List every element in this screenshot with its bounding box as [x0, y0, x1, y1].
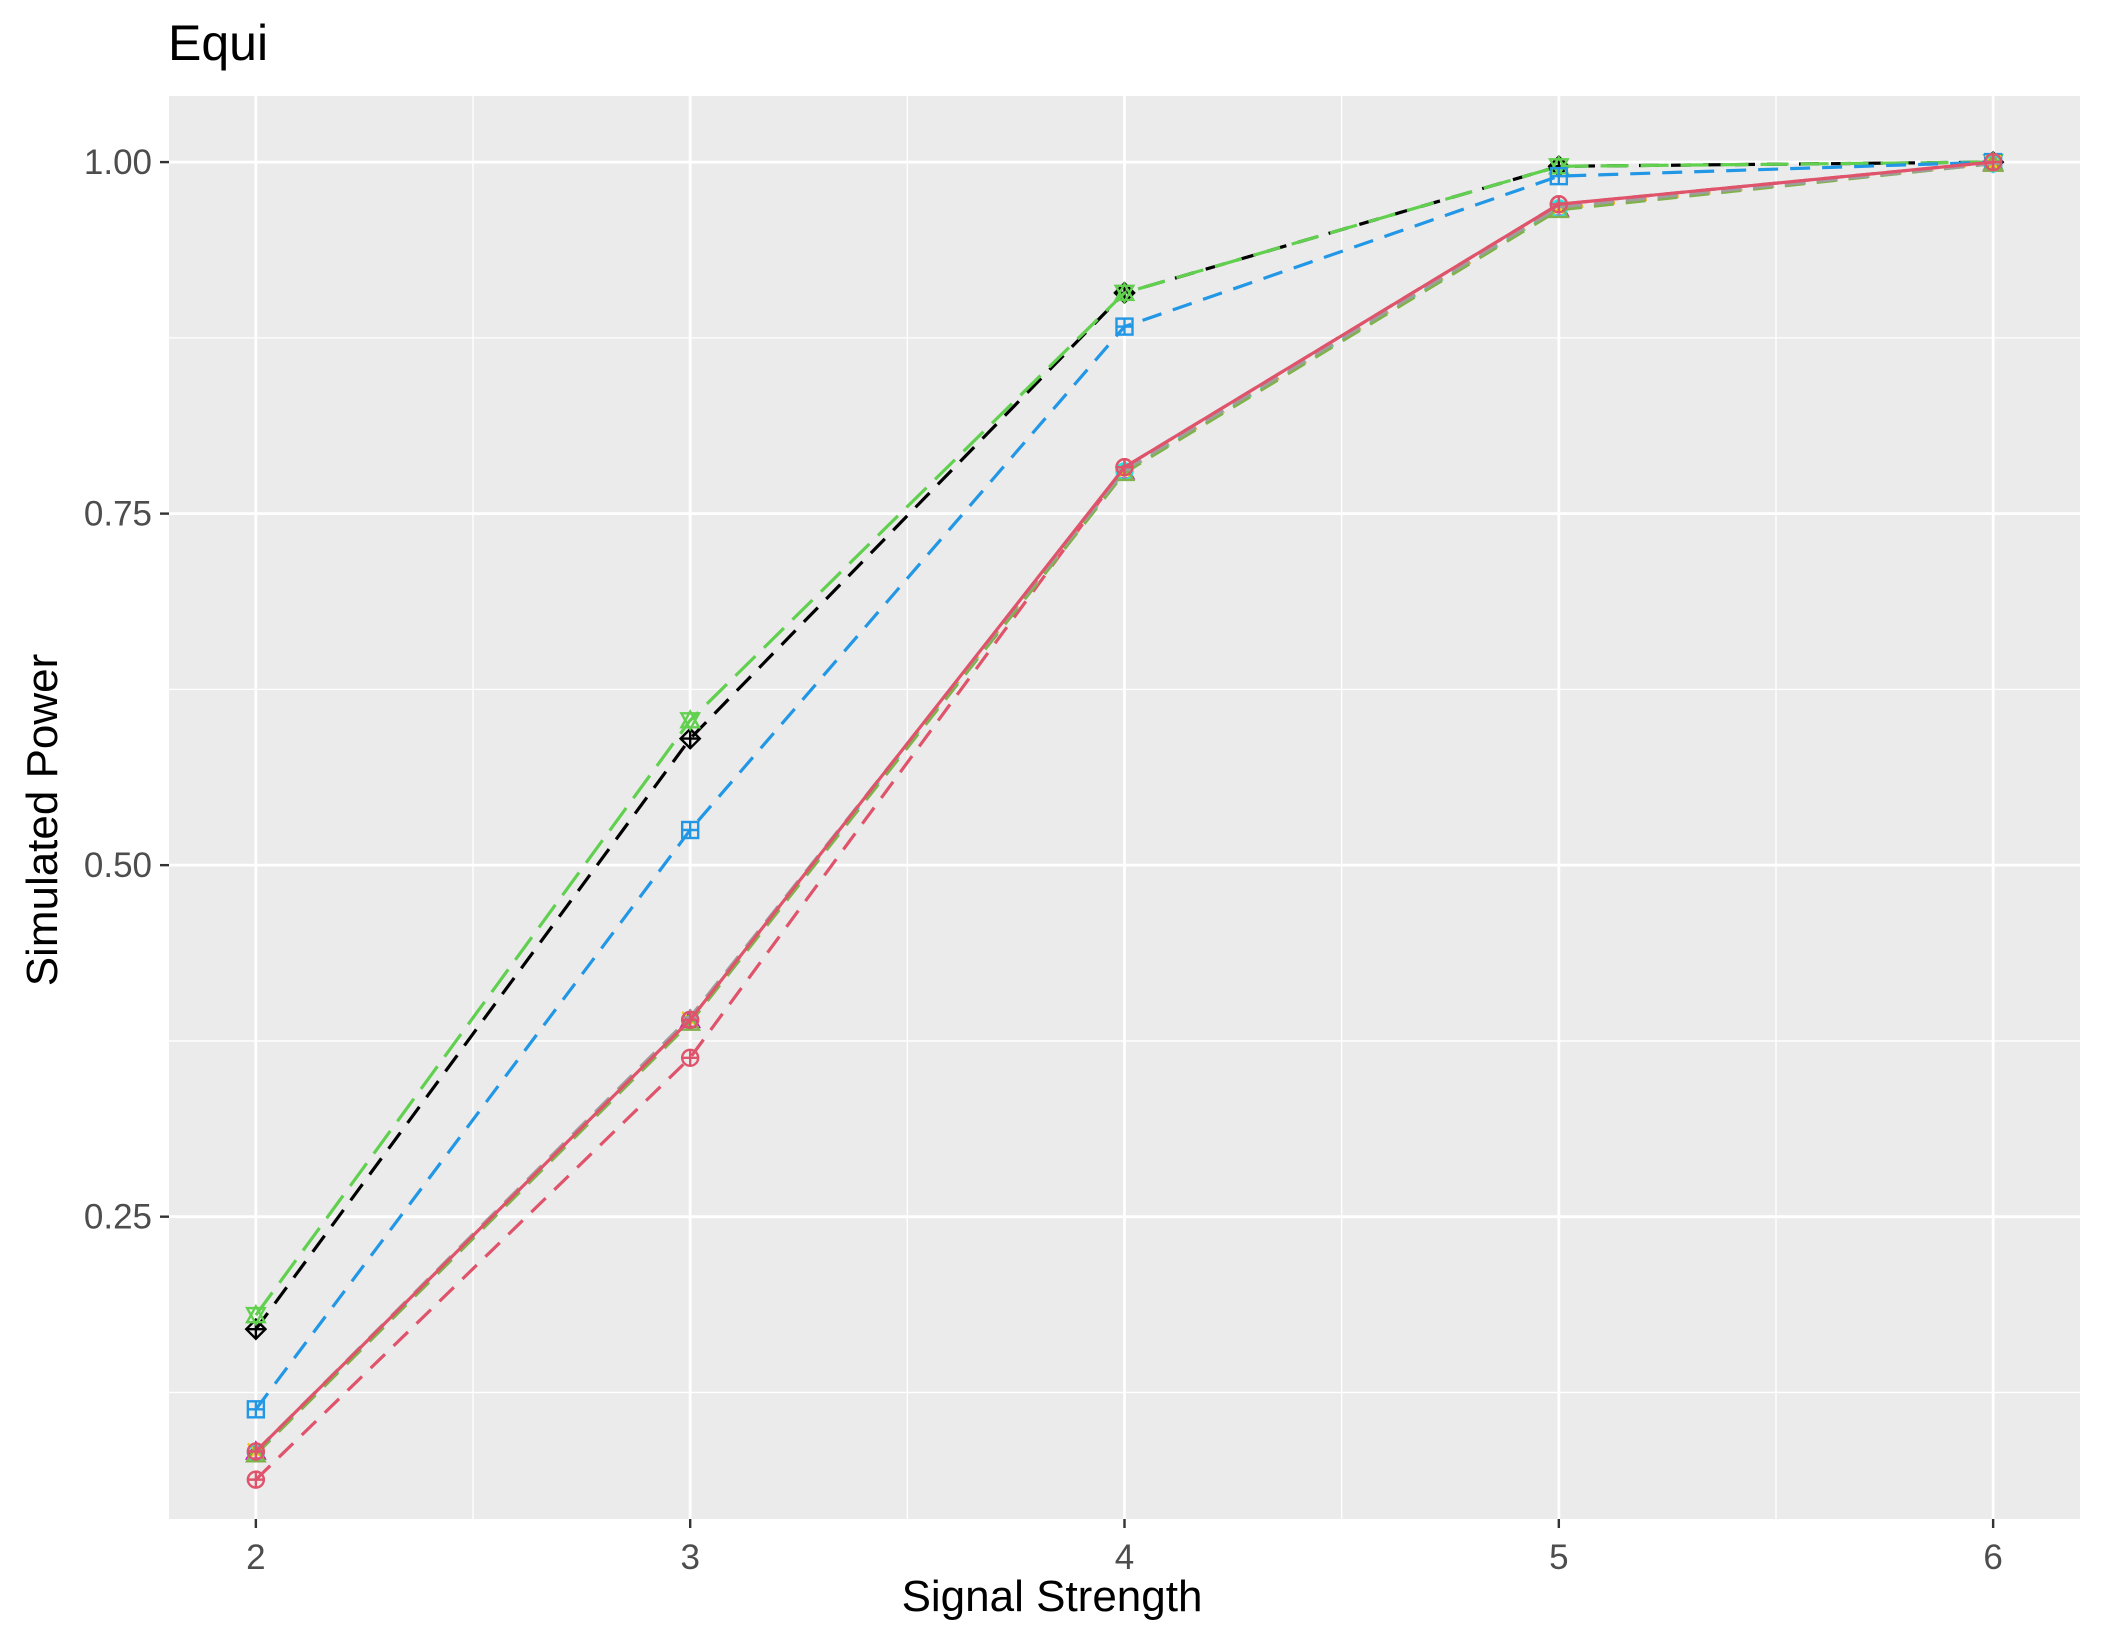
- series-layer: [244, 150, 2005, 1489]
- data-point-marker: [245, 1443, 267, 1463]
- data-point-marker: [679, 1011, 702, 1031]
- grid-lines: [169, 96, 2080, 1519]
- axes: 2 3 4 5 6 0.25 0.50 0.75 1.00: [84, 143, 2003, 1577]
- series-group: [246, 152, 2003, 1461]
- x-tick-label: 6: [1983, 1538, 2002, 1577]
- data-point-marker: [679, 712, 702, 732]
- x-tick-label: 4: [1115, 1538, 1134, 1577]
- data-point-marker: [244, 1317, 268, 1341]
- data-point-marker: [1113, 284, 1136, 305]
- y-tick-label: 0.25: [84, 1198, 152, 1237]
- data-point-marker: [678, 727, 702, 750]
- y-tick-label: 0.50: [84, 846, 152, 885]
- y-axis-label: Simulated Power: [18, 653, 67, 987]
- x-axis-label: Signal Strength: [901, 1572, 1203, 1621]
- data-point-marker: [1547, 198, 1570, 219]
- y-tick-label: 1.00: [84, 143, 152, 182]
- x-tick-label: 2: [246, 1538, 265, 1577]
- data-point-marker: [245, 1306, 267, 1327]
- series-line: [254, 160, 1994, 1317]
- y-tick-label: 0.75: [84, 495, 152, 534]
- x-tick-label: 5: [1549, 1538, 1568, 1577]
- x-tick-label: 3: [680, 1538, 699, 1577]
- chart-title: Equi: [168, 15, 269, 71]
